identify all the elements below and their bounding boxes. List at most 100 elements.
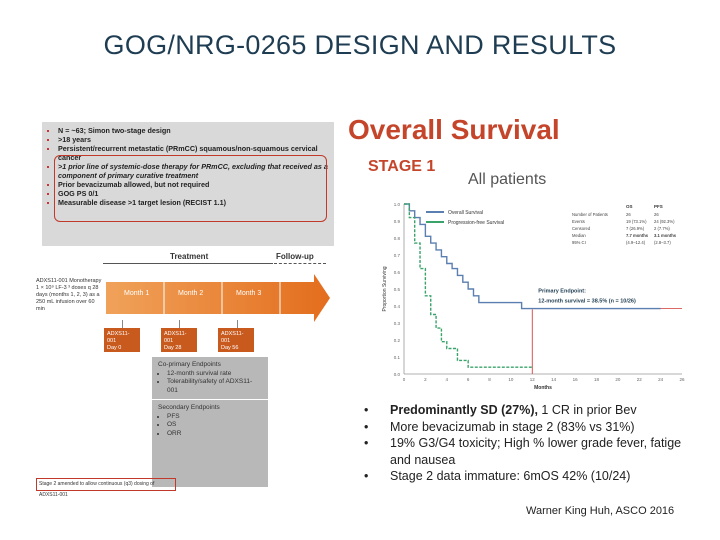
- eligibility-item: Measurable disease >1 target lesion (REC…: [58, 198, 328, 207]
- y-tick-label: 0.5: [394, 287, 401, 292]
- bullet-item: • 19% G3/G4 toxicity; High % lower grade…: [364, 435, 694, 468]
- bullet-item: • More bevacizumab in stage 2 (83% vs 31…: [364, 419, 694, 436]
- secondary-endpoints: Secondary Endpoints PFS OS ORR: [152, 400, 268, 442]
- regimen-text: ADXS11-001 Monotherapy 1 × 10⁹ LF-3 ³ do…: [36, 278, 102, 312]
- dose-day: Day 28: [164, 345, 182, 351]
- bullet-dot: •: [364, 469, 369, 483]
- eligibility-item: N = ~63; Simon two-stage design: [58, 126, 328, 135]
- x-tick-label: 0: [403, 377, 406, 382]
- bullet-text: More bevacizumab in stage 2 (83% vs 31%): [390, 419, 635, 434]
- x-tick-label: 26: [679, 377, 685, 382]
- y-tick-label: 0.3: [394, 321, 401, 326]
- dose-drug: ADXS11-001: [107, 331, 130, 344]
- x-tick-label: 24: [658, 377, 664, 382]
- eligibility-item: >1 prior line of systemic-dose therapy f…: [58, 162, 328, 180]
- y-tick-label: 0.1: [394, 355, 401, 360]
- timeline-stem: [179, 320, 180, 328]
- survival-curve: [404, 203, 533, 368]
- table-header: OS: [626, 204, 633, 209]
- highlight-box: [54, 155, 327, 222]
- x-axis-label: Months: [534, 385, 552, 391]
- dose-day: Day 0: [107, 345, 122, 351]
- x-tick-label: 22: [637, 377, 643, 382]
- table-cell: Median: [572, 233, 586, 238]
- table-cell: (2.8–3.7): [654, 240, 671, 245]
- stage-label: STAGE 1: [368, 158, 436, 175]
- bullet-text: 1 CR in prior Bev: [537, 403, 637, 417]
- eligibility-item: >18 years: [58, 135, 328, 144]
- table-cell: 24 (92.3%): [654, 219, 675, 224]
- endpoints-panel: Co-primary Endpoints 12-month survival r…: [152, 357, 268, 487]
- followup-label: Follow-up: [276, 252, 314, 261]
- x-tick-label: 6: [467, 377, 470, 382]
- legend-label: Overall Survival: [448, 210, 483, 216]
- y-tick-label: 0.2: [394, 338, 401, 343]
- coprimary-endpoints: Co-primary Endpoints 12-month survival r…: [152, 357, 268, 399]
- table-cell: 26: [626, 212, 631, 217]
- x-tick-label: 16: [573, 377, 579, 382]
- table-cell: 95% CI: [572, 240, 586, 245]
- eligibility-panel: N = ~63; Simon two-stage design >18 year…: [42, 122, 334, 246]
- survival-curve: [404, 203, 661, 310]
- bullet-dot: •: [364, 419, 369, 434]
- x-tick-label: 18: [594, 377, 600, 382]
- bullet-item: • Predominantly SD (27%), 1 CR in prior …: [364, 402, 694, 419]
- divider: [152, 399, 268, 400]
- bullet-item: • Stage 2 data immature: 6mOS 42% (10/24…: [364, 468, 694, 485]
- table-cell: (4.9–12.4): [626, 240, 646, 245]
- x-tick-label: 4: [446, 377, 449, 382]
- endpoint-item: OS: [167, 421, 262, 430]
- coprimary-title: Co-primary Endpoints: [158, 361, 221, 368]
- bullet-dot: •: [364, 403, 369, 417]
- annotation-label: Primary Endpoint:: [538, 289, 586, 295]
- dose-day-box: ADXS11-001 Day 0: [104, 328, 140, 352]
- table-cell: 26: [654, 212, 659, 217]
- table-cell: 7 (26.9%): [626, 226, 645, 231]
- eligibility-item: Persistent/recurrent metastatic (PRmCC) …: [58, 144, 328, 162]
- y-tick-label: 0.9: [394, 219, 401, 224]
- dose-day: Day 56: [221, 345, 239, 351]
- legend-label: Progression-free Survival: [448, 220, 504, 226]
- dose-drug: ADXS11-001: [164, 331, 187, 344]
- endpoint-item: ORR: [167, 430, 262, 439]
- endpoint-item: Tolerability/safety of ADXS11-001: [167, 378, 262, 395]
- secondary-title: Secondary Endpoints: [158, 404, 220, 411]
- timeline-arrow: [106, 274, 330, 322]
- y-tick-label: 0.8: [394, 236, 401, 241]
- endpoint-item: 12-month survival rate: [167, 370, 262, 379]
- table-cell: 3.1 months: [654, 233, 677, 238]
- table-cell: 19 (73.1%): [626, 219, 647, 224]
- month-label: Month 3: [236, 290, 262, 297]
- table-cell: Number of Patients: [572, 212, 608, 217]
- y-tick-label: 0.6: [394, 270, 401, 275]
- treatment-label: Treatment: [170, 252, 209, 261]
- bullet-text: 19% G3/G4 toxicity; High % lower grade f…: [390, 436, 682, 467]
- eligibility-item: GOG PS 0/1: [58, 189, 328, 198]
- x-tick-label: 8: [488, 377, 491, 382]
- os-heading: Overall Survival: [348, 114, 560, 145]
- y-tick-label: 0.0: [394, 372, 401, 377]
- bullet-bold: Predominantly SD (27%),: [390, 403, 538, 417]
- x-tick-label: 2: [424, 377, 427, 382]
- results-bullets: • Predominantly SD (27%), 1 CR in prior …: [364, 402, 694, 485]
- followup-line: [274, 263, 326, 264]
- x-tick-label: 20: [615, 377, 621, 382]
- endpoint-item: PFS: [167, 413, 262, 422]
- table-cell: 7.7 months: [626, 233, 649, 238]
- annotation-text: 12-month survival = 38.5% (n = 10/26): [538, 299, 636, 305]
- eligibility-item: Prior bevacizumab allowed, but not requi…: [58, 180, 328, 189]
- y-axis-label: Proportion Surviving: [382, 266, 388, 311]
- page-title: GOG/NRG-0265 DESIGN AND RESULTS: [103, 30, 617, 60]
- survival-chart: 0.00.10.20.30.40.50.60.70.80.91.00 2 4 6 8 10…: [382, 202, 685, 391]
- table-header: PFS: [654, 204, 663, 209]
- table-cell: Events: [572, 219, 585, 224]
- timeline-stem: [122, 320, 123, 328]
- x-tick-label: 12: [530, 377, 536, 382]
- x-tick-label: 14: [551, 377, 557, 382]
- x-tick-label: 10: [508, 377, 514, 382]
- timeline-stem: [237, 320, 238, 328]
- month-label: Month 1: [124, 290, 150, 297]
- y-tick-label: 0.7: [394, 253, 401, 258]
- bullet-text: Stage 2 data immature: 6mOS 42% (10/24): [390, 469, 631, 483]
- month-label: Month 2: [178, 290, 204, 297]
